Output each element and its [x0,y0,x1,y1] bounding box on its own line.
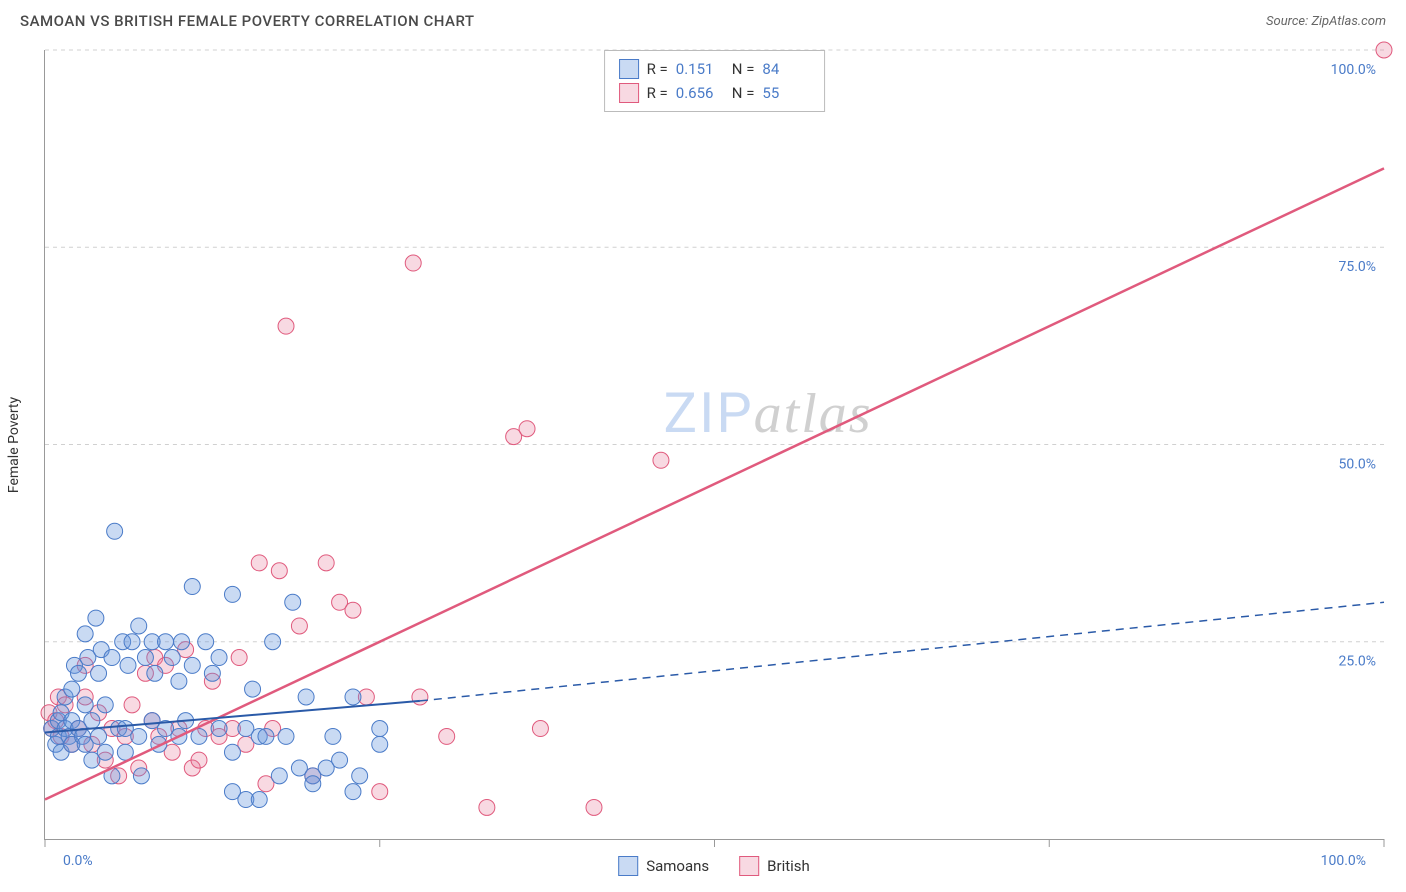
data-point-samoans [325,728,341,744]
data-point-samoans [372,721,388,737]
data-point-samoans [372,736,388,752]
data-point-british [291,618,307,634]
data-point-british [278,318,294,334]
data-point-samoans [158,634,174,650]
series-legend: Samoans British [618,856,810,876]
y-tick-label: 50.0% [1339,456,1376,472]
data-point-samoans [97,744,113,760]
data-point-samoans [104,650,120,666]
data-point-british [372,784,388,800]
r-value-samoans: 0.151 [676,60,724,78]
data-point-samoans [137,650,153,666]
x-tick-label: 100.0% [1321,853,1366,869]
data-point-samoans [271,768,287,784]
swatch-blue-icon [619,59,639,79]
data-point-british [318,555,334,571]
data-point-british [124,697,140,713]
data-point-samoans [164,650,180,666]
data-point-samoans [211,721,227,737]
data-point-samoans [251,792,267,808]
data-point-samoans [131,618,147,634]
data-point-british [519,421,535,437]
data-point-samoans [171,673,187,689]
swatch-blue-icon [618,856,638,876]
data-point-samoans [258,728,274,744]
data-point-samoans [224,586,240,602]
correlation-row-samoans: R = 0.151 N = 84 [619,57,811,81]
data-point-samoans [120,657,136,673]
data-point-samoans [88,610,104,626]
data-point-british [231,650,247,666]
data-point-samoans [174,634,190,650]
data-point-british [191,752,207,768]
data-point-samoans [77,626,93,642]
data-point-british [532,721,548,737]
data-point-british [251,555,267,571]
data-point-samoans [184,657,200,673]
chart-container: Female Poverty ZIPatlas 25.0%50.0%75.0%1… [44,50,1384,840]
x-tick-label: 0.0% [63,853,93,869]
chart-source: Source: ZipAtlas.com [1266,14,1386,29]
data-point-british [345,602,361,618]
r-value-british: 0.656 [676,84,724,102]
legend-item-british: British [739,856,810,876]
data-point-samoans [245,681,261,697]
data-point-samoans [285,594,301,610]
data-point-british [653,452,669,468]
data-point-samoans [131,728,147,744]
data-point-samoans [124,634,140,650]
correlation-row-british: R = 0.656 N = 55 [619,81,811,105]
y-tick-label: 25.0% [1339,654,1376,670]
data-point-samoans [352,768,368,784]
data-point-british [412,689,428,705]
trend-line-british [45,168,1384,799]
chart-header: SAMOAN VS BRITISH FEMALE POVERTY CORRELA… [0,0,1406,38]
y-tick-label: 75.0% [1339,259,1376,275]
data-point-samoans [305,776,321,792]
data-point-british [586,799,602,815]
data-point-british [271,563,287,579]
data-point-samoans [64,681,80,697]
data-point-samoans [97,697,113,713]
legend-item-samoans: Samoans [618,856,709,876]
data-point-samoans [332,752,348,768]
data-point-samoans [70,665,86,681]
scatter-plot-svg: 25.0%50.0%75.0%100.0%0.0%100.0% [45,50,1384,839]
data-point-samoans [345,784,361,800]
swatch-pink-icon [619,83,639,103]
n-value-samoans: 84 [762,60,810,78]
data-point-samoans [204,665,220,681]
data-point-british [1376,42,1392,58]
data-point-samoans [84,713,100,729]
trend-line-samoans-dashed [420,602,1384,701]
swatch-pink-icon [739,856,759,876]
data-point-samoans [91,665,107,681]
data-point-samoans [278,728,294,744]
data-point-samoans [224,744,240,760]
data-point-samoans [77,697,93,713]
data-point-samoans [91,728,107,744]
data-point-samoans [265,634,281,650]
n-value-british: 55 [762,84,810,102]
plot-area: ZIPatlas 25.0%50.0%75.0%100.0%0.0%100.0%… [44,50,1384,840]
chart-title: SAMOAN VS BRITISH FEMALE POVERTY CORRELA… [20,12,475,30]
data-point-british [439,728,455,744]
data-point-samoans [211,650,227,666]
data-point-british [479,799,495,815]
data-point-samoans [184,579,200,595]
correlation-legend: R = 0.151 N = 84 R = 0.656 N = 55 [604,50,826,112]
data-point-samoans [345,689,361,705]
data-point-samoans [298,689,314,705]
data-point-samoans [147,665,163,681]
y-tick-label: 100.0% [1331,62,1376,78]
y-axis-label: Female Poverty [6,397,22,493]
data-point-samoans [133,768,149,784]
data-point-samoans [107,523,123,539]
data-point-samoans [198,634,214,650]
data-point-british [405,255,421,271]
